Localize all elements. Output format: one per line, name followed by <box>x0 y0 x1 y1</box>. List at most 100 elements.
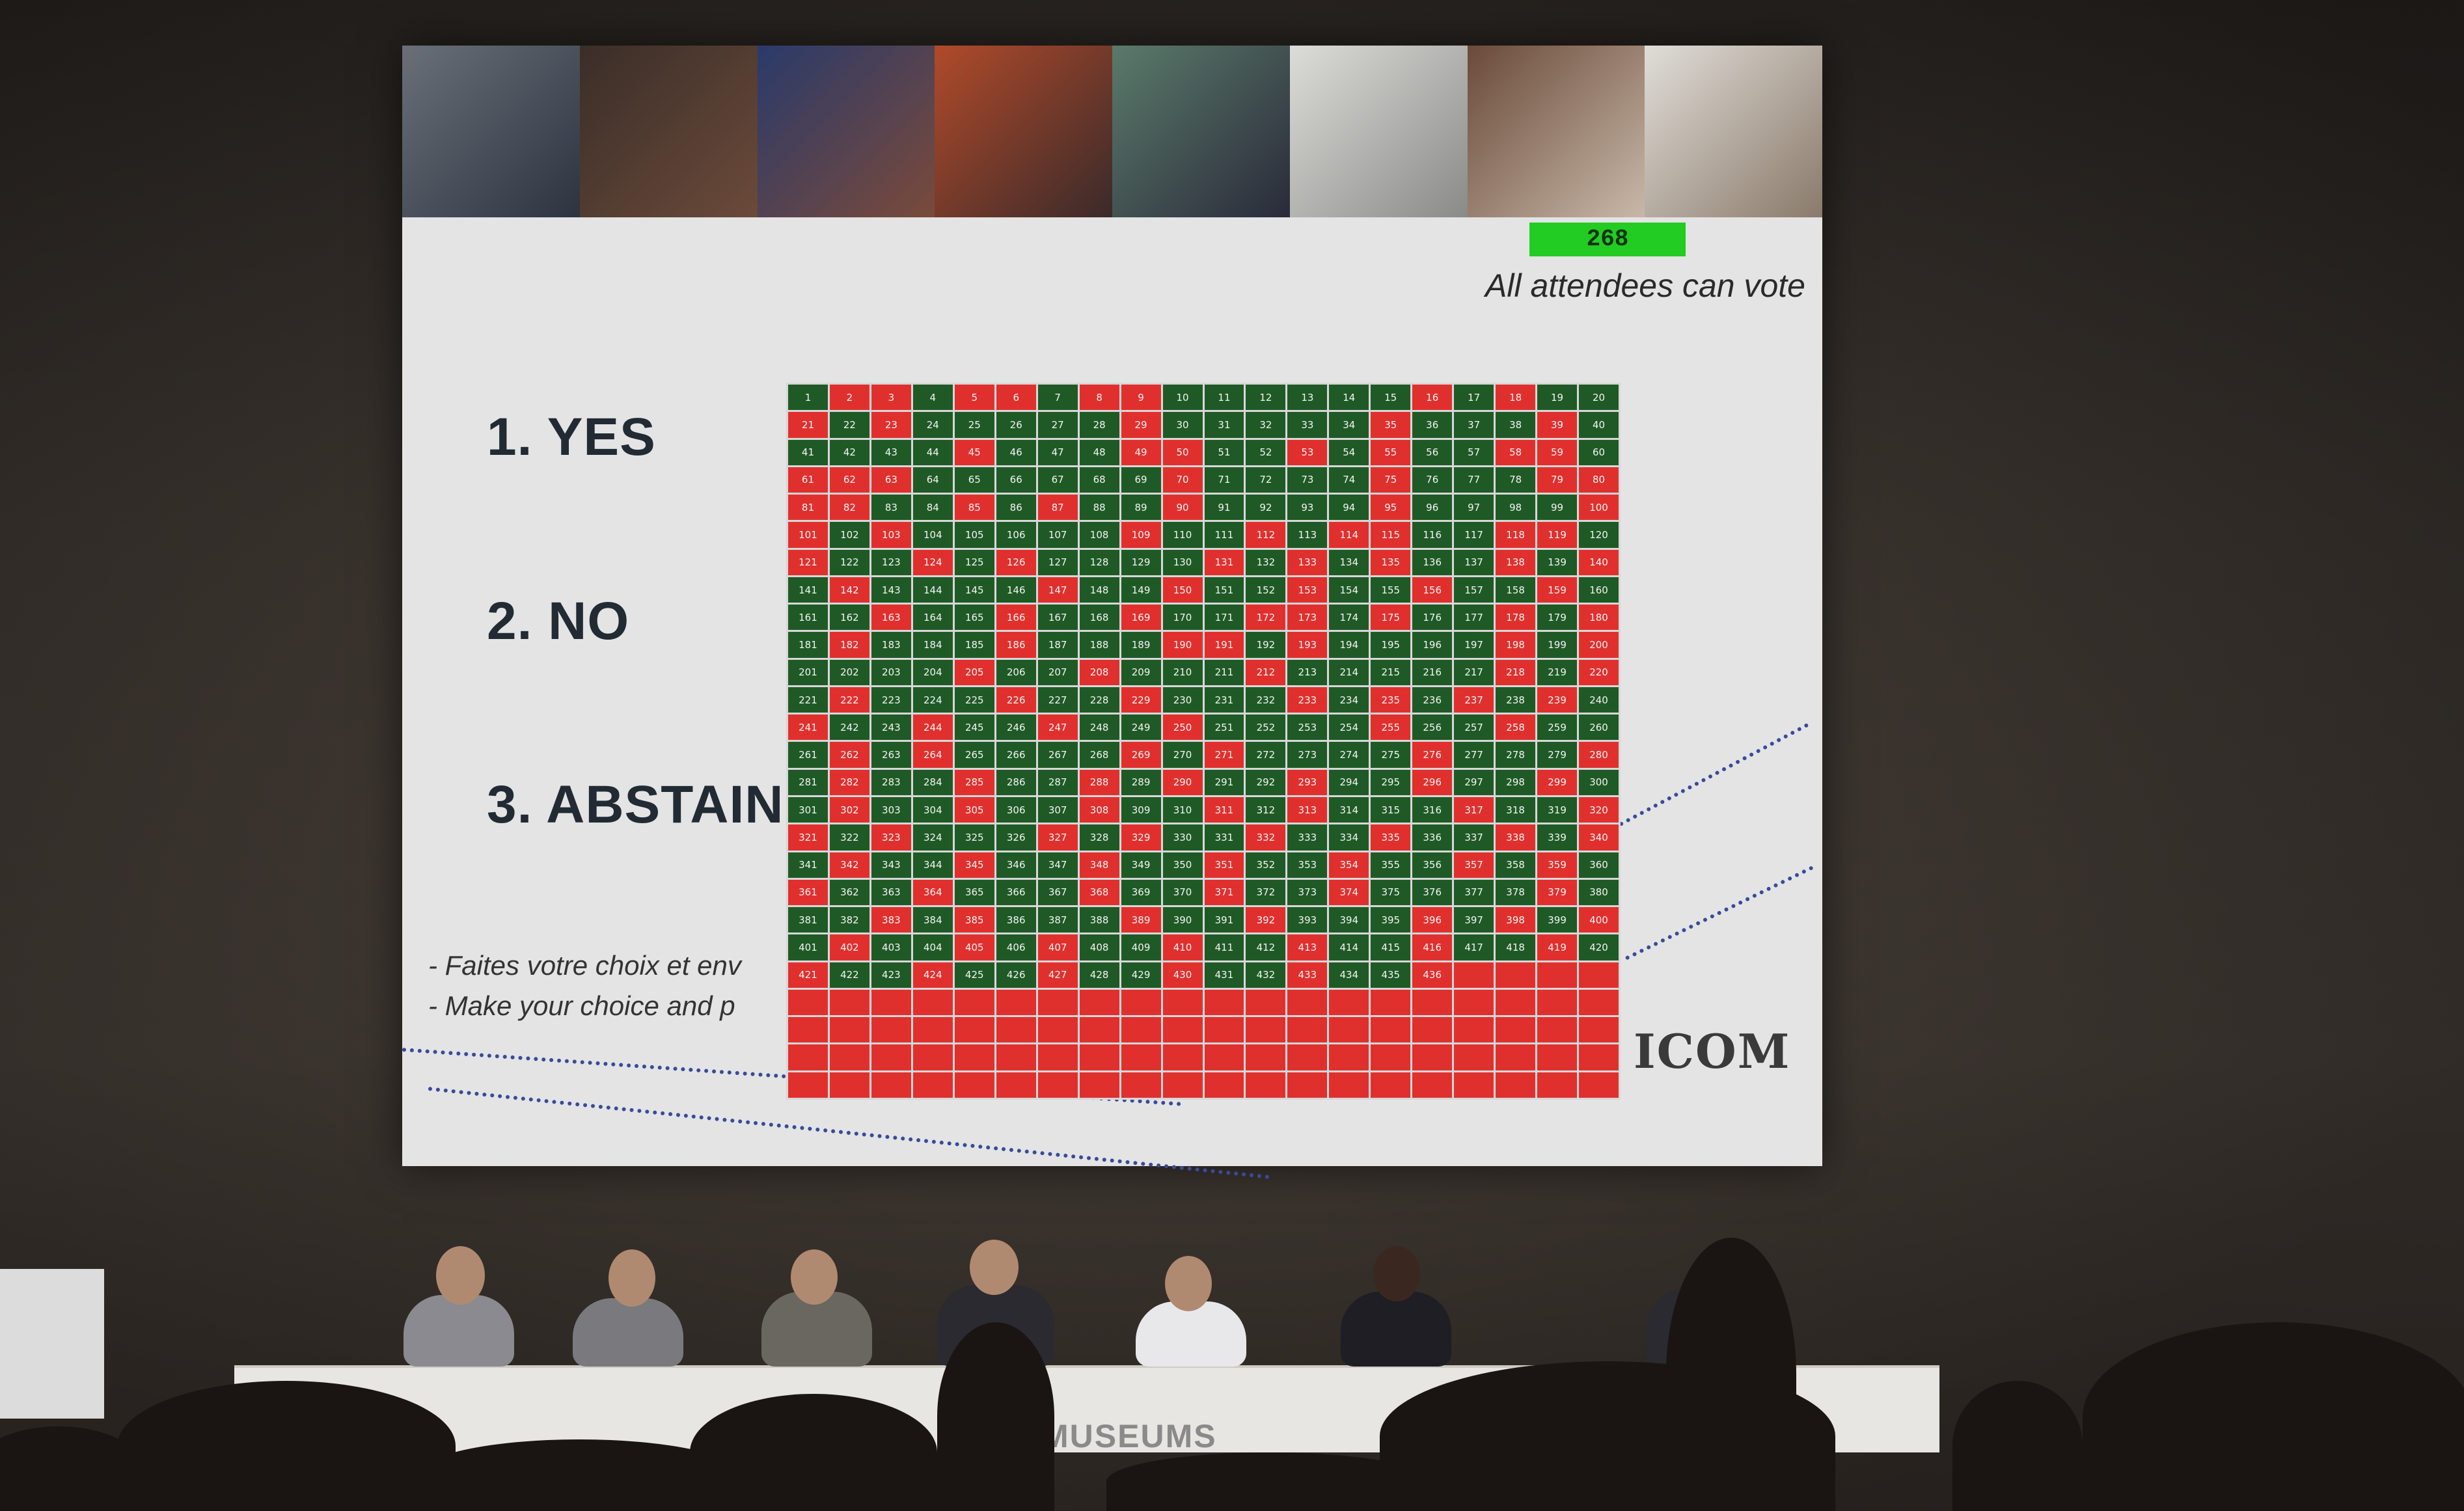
seat-cell: 375 <box>1371 879 1411 906</box>
empty-cell <box>1287 1017 1328 1043</box>
seat-cell: 383 <box>871 907 911 933</box>
audience-head <box>1106 1452 1432 1511</box>
seat-cell: 227 <box>1037 687 1078 713</box>
seat-cell: 217 <box>1454 659 1494 685</box>
seat-cell: 226 <box>996 687 1036 713</box>
seat-cell: 241 <box>788 715 828 741</box>
seat-cell: 63 <box>871 467 911 493</box>
seat-cell: 388 <box>1079 907 1119 933</box>
seat-cell: 225 <box>954 687 994 713</box>
empty-cell <box>829 1044 869 1070</box>
seat-cell: 281 <box>788 769 828 796</box>
seat-cell: 274 <box>1329 742 1369 768</box>
seat-cell: 73 <box>1287 467 1328 493</box>
seat-cell: 208 <box>1079 659 1119 685</box>
seat-cell: 98 <box>1496 495 1536 521</box>
seat-cell: 267 <box>1037 742 1078 768</box>
seat-cell: 316 <box>1412 797 1453 823</box>
seat-cell: 257 <box>1454 715 1494 741</box>
seat-cell: 168 <box>1079 605 1119 631</box>
empty-cell <box>829 1017 869 1043</box>
empty-cell <box>1496 962 1536 988</box>
empty-cell <box>996 1044 1036 1070</box>
seat-cell: 400 <box>1579 907 1619 933</box>
seat-cell: 189 <box>1121 632 1161 658</box>
seat-cell: 260 <box>1579 715 1619 741</box>
seat-cell: 199 <box>1537 632 1578 658</box>
seat-cell: 149 <box>1121 577 1161 603</box>
seat-cell: 139 <box>1537 549 1578 575</box>
seat-cell: 176 <box>1412 605 1453 631</box>
seat-cell: 308 <box>1079 797 1119 823</box>
seat-cell: 406 <box>996 934 1036 960</box>
seat-cell: 31 <box>1204 412 1244 438</box>
seat-cell: 215 <box>1371 659 1411 685</box>
seat-cell: 106 <box>996 522 1036 548</box>
seat-cell: 285 <box>954 769 994 796</box>
seat-cell: 132 <box>1246 549 1286 575</box>
seat-cell: 341 <box>788 852 828 878</box>
decorative-dotted-line <box>1624 865 1814 960</box>
empty-cell <box>1204 989 1244 1016</box>
seat-cell: 133 <box>1287 549 1328 575</box>
seat-cell: 343 <box>871 852 911 878</box>
seat-cell: 27 <box>1037 412 1078 438</box>
seat-cell: 32 <box>1246 412 1286 438</box>
empty-cell <box>1037 989 1078 1016</box>
vote-note: All attendees can vote <box>1485 267 1805 304</box>
seat-cell: 2 <box>829 385 869 411</box>
seat-cell: 127 <box>1037 549 1078 575</box>
empty-cell <box>1246 989 1286 1016</box>
seat-cell: 307 <box>1037 797 1078 823</box>
seat-cell: 324 <box>912 824 953 851</box>
seat-cell: 75 <box>1371 467 1411 493</box>
seat-cell: 151 <box>1204 577 1244 603</box>
seat-cell: 12 <box>1246 385 1286 411</box>
empty-cell <box>1037 1072 1078 1098</box>
seat-cell: 309 <box>1121 797 1161 823</box>
seat-cell: 295 <box>1371 769 1411 796</box>
seat-cell: 121 <box>788 549 828 575</box>
seat-cell: 282 <box>829 769 869 796</box>
empty-cell <box>954 989 994 1016</box>
seat-cell: 320 <box>1579 797 1619 823</box>
empty-cell <box>1579 1072 1619 1098</box>
seat-cell: 29 <box>1121 412 1161 438</box>
seat-cell: 313 <box>1287 797 1328 823</box>
seat-cell: 74 <box>1329 467 1369 493</box>
photo-banner <box>402 46 1822 217</box>
seat-cell: 263 <box>871 742 911 768</box>
seat-cell: 420 <box>1579 934 1619 960</box>
audience-head <box>1666 1238 1796 1511</box>
empty-cell <box>1496 1044 1536 1070</box>
seat-cell: 192 <box>1246 632 1286 658</box>
seat-cell: 356 <box>1412 852 1453 878</box>
seat-cell: 100 <box>1579 495 1619 521</box>
seat-cell: 186 <box>996 632 1036 658</box>
seat-cell: 152 <box>1246 577 1286 603</box>
seat-cell: 325 <box>954 824 994 851</box>
seat-cell: 290 <box>1162 769 1203 796</box>
seat-cell: 411 <box>1204 934 1244 960</box>
seat-cell: 44 <box>912 439 953 465</box>
seat-cell: 418 <box>1496 934 1536 960</box>
seat-cell: 294 <box>1329 769 1369 796</box>
seat-cell: 230 <box>1162 687 1203 713</box>
seat-cell: 119 <box>1537 522 1578 548</box>
seat-cell: 277 <box>1454 742 1494 768</box>
seat-cell: 141 <box>788 577 828 603</box>
seat-cell: 266 <box>996 742 1036 768</box>
seat-cell: 322 <box>829 824 869 851</box>
seat-cell: 269 <box>1121 742 1161 768</box>
seat-cell: 172 <box>1246 605 1286 631</box>
voting-grid: 1 2 3 4 5 6 7 8 9 10 11 12 13 14 15 16 17 18 19 20 21 22 23 24 2… <box>786 383 1621 1100</box>
seat-cell: 77 <box>1454 467 1494 493</box>
seat-cell: 190 <box>1162 632 1203 658</box>
seat-cell: 82 <box>829 495 869 521</box>
seat-cell: 275 <box>1371 742 1411 768</box>
seat-cell: 103 <box>871 522 911 548</box>
seat-cell: 298 <box>1496 769 1536 796</box>
seat-cell: 125 <box>954 549 994 575</box>
seat-cell: 21 <box>788 412 828 438</box>
seat-cell: 171 <box>1204 605 1244 631</box>
